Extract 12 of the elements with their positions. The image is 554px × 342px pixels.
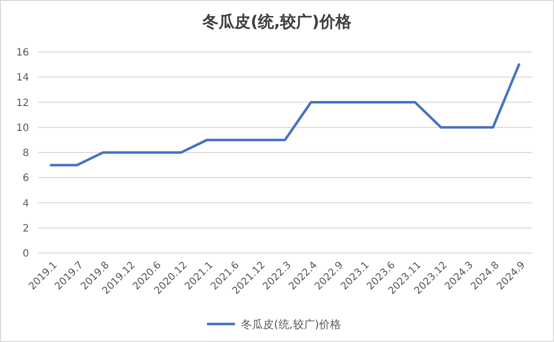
chart-title: 冬瓜皮(统,较广)价格 bbox=[202, 12, 352, 31]
y-tick-label: 6 bbox=[22, 173, 29, 184]
y-tick-label: 10 bbox=[16, 122, 29, 134]
y-tick-label: 4 bbox=[22, 198, 29, 210]
y-tick-label: 2 bbox=[22, 223, 29, 234]
y-tick-label: 14 bbox=[16, 72, 29, 84]
y-tick-label: 16 bbox=[16, 48, 29, 58]
legend-label: 冬瓜皮(统,较广)价格 bbox=[241, 318, 342, 331]
line-series bbox=[50, 63, 520, 166]
y-tick-label: 8 bbox=[22, 148, 29, 159]
y-tick-label: 0 bbox=[22, 248, 29, 260]
y-tick-label: 12 bbox=[16, 98, 29, 109]
